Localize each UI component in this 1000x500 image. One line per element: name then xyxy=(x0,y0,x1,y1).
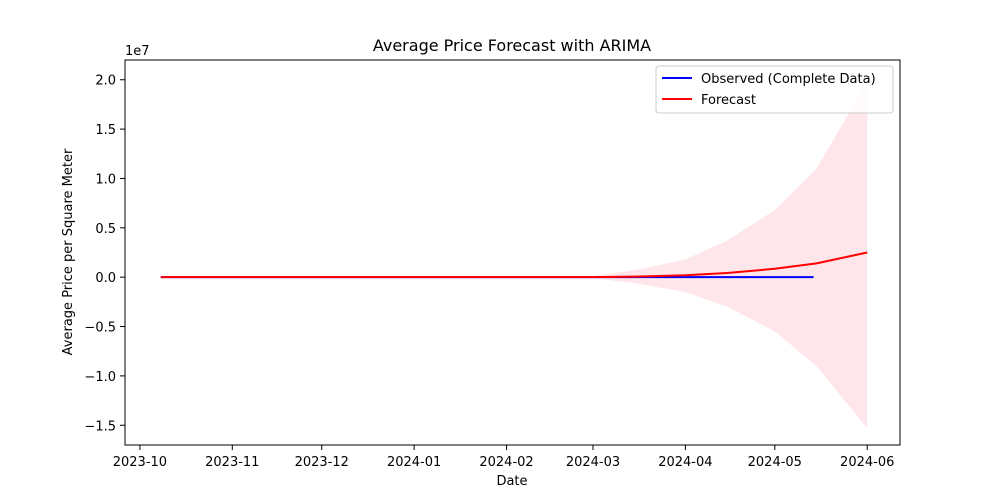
legend: Observed (Complete Data) Forecast xyxy=(655,65,894,114)
y-tick-label: 0.5 xyxy=(95,222,116,237)
confidence-band-layer xyxy=(160,81,868,429)
y-tick-label: 0.0 xyxy=(95,271,116,286)
y-tick-label: 1.0 xyxy=(95,172,116,187)
y-tick-label: 2.0 xyxy=(95,74,116,89)
x-tick-label: 2024-02 xyxy=(479,455,533,470)
y-tick-label: −1.0 xyxy=(84,370,116,385)
x-tick-label: 2024-05 xyxy=(748,455,802,470)
x-tick-label: 2023-11 xyxy=(205,455,259,470)
plot-frame xyxy=(124,59,901,446)
x-axis-label: Date xyxy=(496,474,527,489)
series-layer xyxy=(160,251,868,279)
y-axis: −1.5 −1.0 −0.5 0.0 0.5 1.0 1.5 2.0 xyxy=(84,74,125,434)
y-tick-label: −1.5 xyxy=(84,419,116,434)
x-tick-label: 2023-12 xyxy=(295,455,349,470)
y-axis-label: Average Price per Square Meter xyxy=(61,148,76,355)
y-tick-label: 1.5 xyxy=(95,123,116,138)
legend-label-observed: Observed (Complete Data) xyxy=(701,72,876,87)
x-tick-label: 2024-04 xyxy=(658,455,712,470)
x-tick-label: 2024-06 xyxy=(840,455,894,470)
chart-title: Average Price Forecast with ARIMA xyxy=(373,36,651,55)
legend-label-forecast: Forecast xyxy=(701,93,756,108)
x-tick-label: 2024-03 xyxy=(566,455,620,470)
x-tick-label: 2023-10 xyxy=(113,455,167,470)
x-tick-label: 2024-01 xyxy=(387,455,441,470)
x-axis: 2023-10 2023-11 2023-12 2024-01 2024-02 2024-… xyxy=(113,445,894,470)
confidence-band xyxy=(160,81,868,429)
y-tick-label: −0.5 xyxy=(84,321,116,336)
series-line-forecast xyxy=(160,251,868,279)
y-offset-label: 1e7 xyxy=(125,44,150,59)
legend-box xyxy=(655,65,894,114)
